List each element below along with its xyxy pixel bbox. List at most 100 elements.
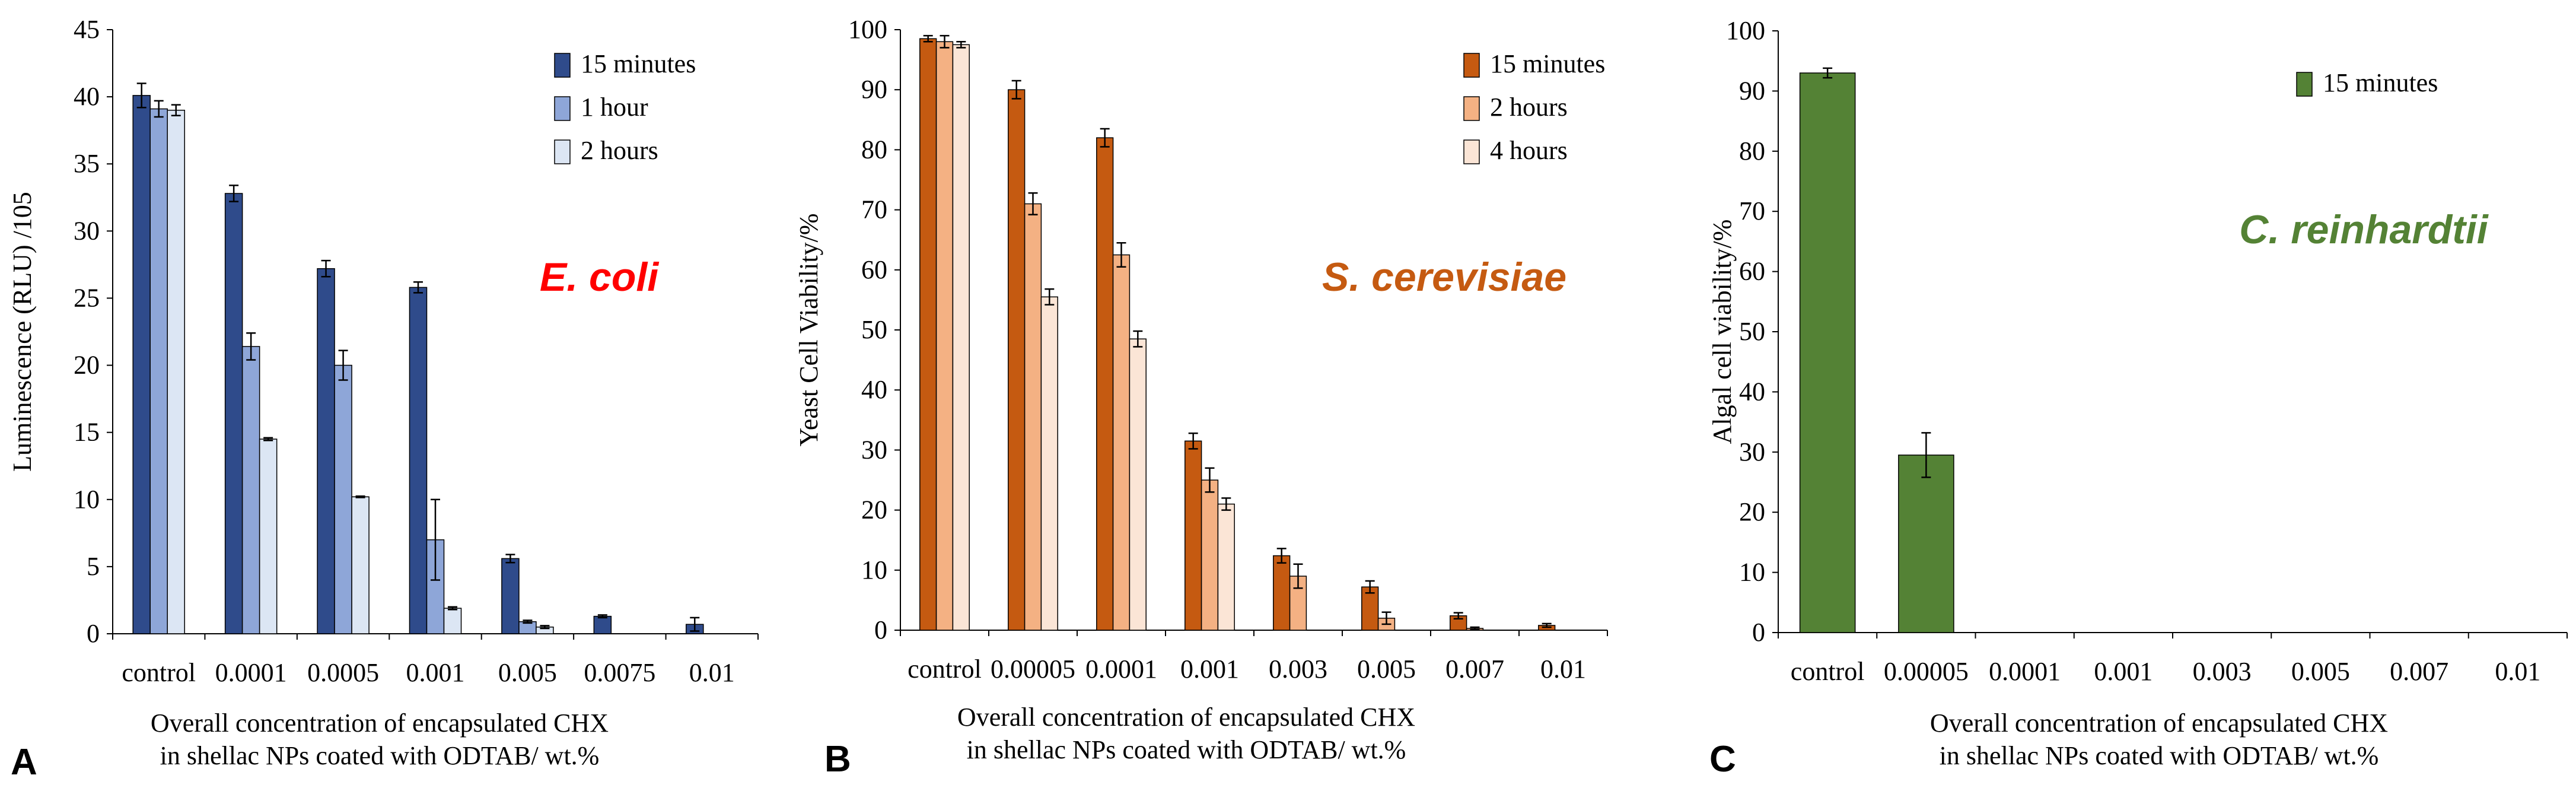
y-tick-label: 35 [74,149,100,178]
panel-letter: A [11,742,37,783]
y-tick-label: 60 [1739,257,1765,286]
bar [132,95,151,634]
bar [919,38,937,631]
x-tick-label: 0.00005 [991,655,1075,684]
y-tick-label: 0 [87,619,100,648]
bar [167,109,185,634]
bar [1898,455,1954,633]
y-tick-label: 25 [74,283,100,312]
x-tick-label: 0.01 [689,658,735,687]
legend-swatch [1463,96,1480,121]
x-tick-label: 0.007 [2390,657,2448,686]
bar [443,608,462,634]
legend-swatch [554,53,571,78]
bar [224,193,243,634]
y-tick-label: 40 [74,82,100,111]
bar [1201,479,1219,631]
y-tick-label: 20 [861,495,887,525]
legend-swatch [1463,139,1480,164]
legend-label: 15 minutes [581,49,696,78]
y-tick-label: 80 [861,135,887,164]
x-tick-label: 0.0005 [307,658,379,687]
x-axis-title-line: in shellac NPs coated with ODTAB/ wt.% [1940,741,2379,770]
organism-label: S. cerevisiae [1322,255,1566,300]
panel-a-ecoli: 0 5 10 15 20 25 30 35 40 45 control 0.0001 0.0005 0.0… [8,15,759,783]
x-tick-label: 0.003 [1269,655,1327,684]
panel-c-creinhardtii: 0 10 20 30 40 50 60 70 80 90 100 control 0.00005 0.00… [1708,16,2568,780]
organism-label: E. coli [540,255,660,300]
x-tick-label: 0.001 [1180,655,1239,684]
y-tick-label: 10 [861,555,887,584]
y-tick-label: 50 [861,315,887,344]
x-axis-title-line: in shellac NPs coated with ODTAB/ wt.% [967,735,1406,764]
y-tick-label: 70 [861,195,887,224]
bar [409,287,428,634]
x-tick-label: control [1791,657,1865,686]
x-tick-label: 0.0001 [1085,655,1157,684]
y-tick-label: 10 [1739,558,1765,587]
bar [1112,254,1131,631]
legend-swatch [1463,53,1480,78]
x-tick-label: 0.005 [1357,655,1416,684]
x-tick-label: 0.001 [2094,657,2152,686]
legend-label: 4 hours [1490,136,1568,165]
x-tick-label: 0.0001 [215,658,287,687]
x-tick-label: 0.01 [1540,655,1586,684]
legend-label: 2 hours [1490,93,1568,122]
x-tick-label: 0.001 [406,658,465,687]
x-tick-label: 0.00005 [1884,657,1969,686]
x-tick-label: control [908,655,982,684]
y-axis-title: Luminescence (RLU) /105 [8,192,37,472]
y-tick-label: 90 [861,75,887,104]
bar [1040,296,1058,631]
legend-swatch [554,96,571,121]
bar [334,364,352,634]
y-tick-label: 20 [1739,497,1765,526]
bar [935,41,954,631]
x-tick-label: 0.005 [2291,657,2350,686]
bar [501,558,520,634]
y-tick-label: 60 [861,255,887,284]
x-tick-label: control [122,658,196,687]
y-tick-label: 5 [87,552,100,581]
bar [241,346,260,634]
x-tick-label: 0.01 [2495,657,2540,686]
bar [952,44,970,631]
bar [259,439,278,634]
y-tick-label: 20 [74,351,100,380]
y-tick-label: 50 [1739,317,1765,346]
legend-label: 1 hour [581,93,648,122]
y-tick-label: 30 [861,435,887,464]
bar [593,615,612,634]
panel-letter: C [1709,739,1736,780]
y-tick-label: 30 [1739,437,1765,466]
x-tick-label: 0.003 [2193,657,2252,686]
bar [1184,440,1202,631]
bar [1008,89,1026,631]
y-tick-label: 80 [1739,136,1765,166]
bar [1024,203,1042,631]
y-tick-label: 45 [74,15,100,44]
y-tick-label: 100 [848,15,887,44]
y-axis-title: Yeast Cell Viability/% [794,214,823,447]
y-tick-label: 0 [874,615,887,644]
bar [149,108,168,634]
x-axis-title-line: Overall concentration of encapsulated CH… [151,709,609,738]
y-tick-label: 70 [1739,196,1765,225]
legend-swatch [2296,72,2313,97]
x-tick-label: 0.0075 [584,658,655,687]
organism-label: C. reinhardtii [2239,207,2489,252]
x-axis-title-line: in shellac NPs coated with ODTAB/ wt.% [160,741,600,770]
y-tick-label: 40 [861,375,887,404]
bar [1129,338,1147,631]
bar [1096,137,1114,631]
y-tick-label: 0 [1752,618,1765,647]
y-tick-label: 30 [74,216,100,245]
y-tick-label: 40 [1739,377,1765,406]
x-tick-label: 0.005 [498,658,557,687]
x-axis-title-line: Overall concentration of encapsulated CH… [1930,709,2388,738]
legend-label: 15 minutes [1490,49,1605,78]
x-tick-label: 0.0001 [1989,657,2061,686]
bar [1273,555,1291,631]
y-tick-label: 15 [74,418,100,447]
